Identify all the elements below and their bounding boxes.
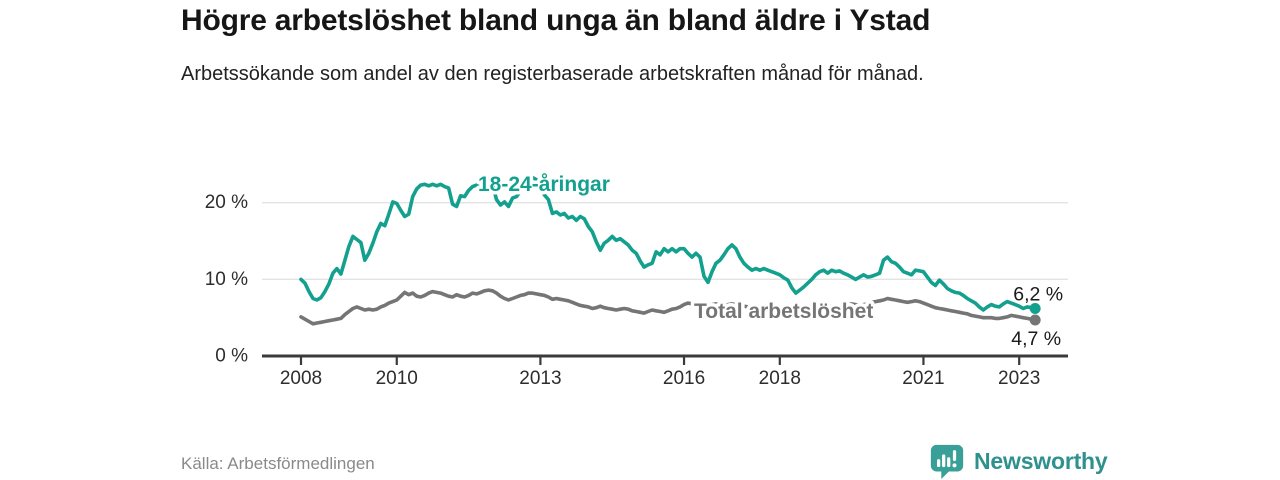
x-tick-label: 2010: [376, 368, 418, 389]
newsworthy-logo: Newsworthy: [928, 442, 1108, 480]
x-tick-label: 2016: [663, 368, 705, 389]
x-tick-label: 2023: [998, 368, 1040, 389]
y-tick-label: 20 %: [205, 192, 248, 213]
series-label-total: Total arbetslöshet: [694, 300, 873, 323]
y-tick-label: 10 %: [205, 269, 248, 290]
x-tick-label: 2021: [902, 368, 944, 389]
x-tick-label: 2008: [280, 368, 322, 389]
y-tick-label: 0 %: [215, 346, 248, 367]
source-note: Källa: Arbetsförmedlingen: [181, 454, 375, 473]
series-label-young: 18-24-åringar: [478, 173, 610, 196]
end-value-label-total: 4,7 %: [1011, 328, 1061, 350]
series-end-dot-total: [1029, 314, 1041, 326]
end-value-label-young: 6,2 %: [1013, 283, 1063, 305]
series-end-dot-young: [1029, 302, 1041, 314]
page-title: Högre arbetslöshet bland unga än bland ä…: [181, 4, 931, 37]
chart-subtitle: Arbetssökande som andel av den registerb…: [181, 63, 924, 85]
brand-name: Newsworthy: [974, 447, 1108, 474]
series-line-young: [299, 175, 1037, 312]
x-tick-label: 2018: [759, 368, 801, 389]
x-tick-label: 2013: [519, 368, 561, 389]
series-line-total: [299, 288, 1037, 326]
newsworthy-pin-barchart-icon: [930, 444, 964, 480]
